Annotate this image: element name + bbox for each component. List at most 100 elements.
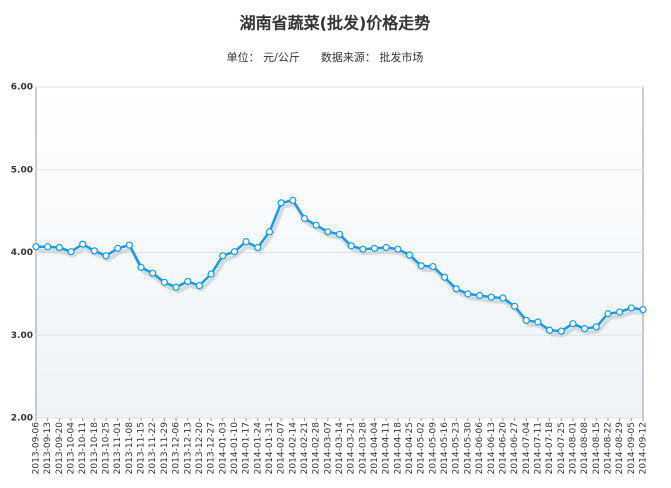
point-marker (137, 263, 145, 271)
point-marker (44, 243, 52, 251)
y-tick-label: 2.00 (11, 414, 33, 424)
point-marker (219, 252, 227, 260)
y-tick-label: 4.00 (11, 248, 33, 258)
x-tick-label: 2013-10-04 (67, 422, 77, 475)
x-tick-label: 2013-12-27 (207, 422, 217, 474)
x-tick-label: 2014-03-07 (323, 422, 333, 474)
point-marker (312, 221, 320, 229)
point-marker (639, 305, 647, 314)
x-tick-label: 2014-08-15 (592, 422, 602, 474)
x-tick-label: 2013-10-25 (102, 422, 112, 474)
point-marker (242, 238, 250, 246)
point-marker (230, 248, 239, 256)
x-tick-label: 2014-07-04 (522, 422, 532, 475)
x-tick-label: 2014-01-31 (265, 422, 275, 474)
point-marker (149, 269, 157, 277)
x-tick-label: 2013-09-20 (55, 422, 65, 475)
point-marker (557, 327, 565, 335)
x-tick-label: 2013-11-22 (148, 422, 158, 474)
point-marker (289, 196, 297, 204)
point-marker (335, 230, 344, 238)
x-tick-label: 2013-11-15 (137, 422, 147, 474)
x-tick-label: 2014-08-08 (580, 422, 590, 475)
x-tick-label: 2014-04-25 (405, 422, 415, 474)
x-tick-label: 2014-08-29 (615, 422, 625, 475)
x-tick-label: 2013-12-13 (183, 422, 193, 474)
point-marker (592, 323, 600, 331)
point-marker (90, 247, 98, 255)
point-marker (499, 294, 507, 302)
point-marker (207, 270, 215, 278)
x-tick-label: 2014-07-11 (533, 422, 543, 474)
point-marker (487, 293, 495, 301)
point-marker (627, 304, 635, 312)
x-tick-label: 2014-02-28 (312, 422, 322, 475)
point-marker (172, 283, 180, 291)
x-tick-label: 2014-05-16 (440, 422, 450, 475)
point-marker (475, 291, 484, 300)
x-tick-label: 2013-10-18 (90, 422, 100, 475)
x-tick-label: 2014-02-21 (300, 422, 310, 474)
point-marker (254, 243, 262, 252)
point-marker (616, 308, 624, 316)
x-tick-label: 2014-08-22 (603, 422, 613, 474)
x-tick-label: 2014-04-18 (393, 422, 403, 475)
x-tick-label: 2014-07-18 (545, 422, 555, 475)
y-tick-label: 5.00 (11, 165, 33, 175)
x-tick-label: 2013-10-11 (78, 422, 88, 474)
x-tick-label: 2014-09-12 (639, 422, 649, 474)
x-tick-label: 2014-06-27 (510, 422, 520, 474)
point-marker (160, 278, 169, 286)
point-marker (510, 302, 519, 310)
point-marker (429, 262, 437, 271)
x-tick-label: 2014-05-30 (463, 422, 473, 475)
point-marker (359, 245, 367, 253)
x-tick-label: 2013-09-06 (32, 422, 42, 475)
point-marker (102, 252, 110, 260)
y-tick-label: 3.00 (11, 331, 33, 341)
point-marker (382, 243, 390, 252)
point-marker (604, 310, 612, 318)
x-tick-label: 2014-01-17 (242, 422, 252, 474)
x-tick-label: 2014-01-03 (218, 422, 228, 474)
point-marker (67, 248, 75, 256)
chart-title: 湖南省蔬菜(批发)价格走势 (240, 14, 431, 33)
x-tick-label: 2014-04-11 (382, 422, 392, 474)
x-tick-label: 2014-04-04 (370, 422, 380, 475)
chart-subtitle: 单位： 元/公斤 数据来源： 批发市场 (227, 50, 424, 64)
point-marker (370, 244, 379, 252)
point-marker (417, 262, 425, 270)
point-marker (546, 326, 554, 334)
x-tick-label: 2014-09-05 (627, 422, 637, 474)
point-marker (324, 228, 332, 236)
y-tick-label: 6.00 (11, 83, 33, 93)
point-marker (452, 285, 460, 293)
point-marker (277, 199, 285, 207)
x-tick-label: 2014-03-14 (335, 422, 345, 475)
x-tick-label: 2013-11-08 (125, 422, 135, 475)
x-tick-label: 2013-12-20 (195, 422, 205, 475)
point-marker (440, 273, 449, 281)
point-marker (32, 243, 40, 251)
x-tick-label: 2013-11-01 (113, 422, 123, 474)
point-marker (79, 240, 87, 248)
x-tick-label: 2013-11-29 (160, 422, 170, 475)
x-tick-label: 2014-03-28 (358, 422, 368, 475)
point-marker (195, 282, 204, 290)
x-tick-label: 2013-09-13 (43, 422, 53, 474)
point-marker (569, 320, 577, 328)
x-tick-label: 2014-06-20 (498, 422, 508, 475)
x-tick-label: 2014-06-06 (475, 422, 485, 475)
x-tick-label: 2014-06-13 (487, 422, 497, 474)
point-marker (55, 243, 63, 252)
x-tick-label: 2014-05-02 (417, 422, 427, 474)
point-marker (522, 316, 530, 324)
x-tick-label: 2014-08-01 (568, 422, 578, 474)
point-marker (581, 325, 589, 333)
x-tick-label: 2014-07-25 (557, 422, 567, 474)
point-marker (394, 245, 402, 253)
point-marker (265, 228, 274, 236)
point-marker (300, 214, 309, 223)
x-tick-label: 2014-05-09 (428, 422, 438, 475)
